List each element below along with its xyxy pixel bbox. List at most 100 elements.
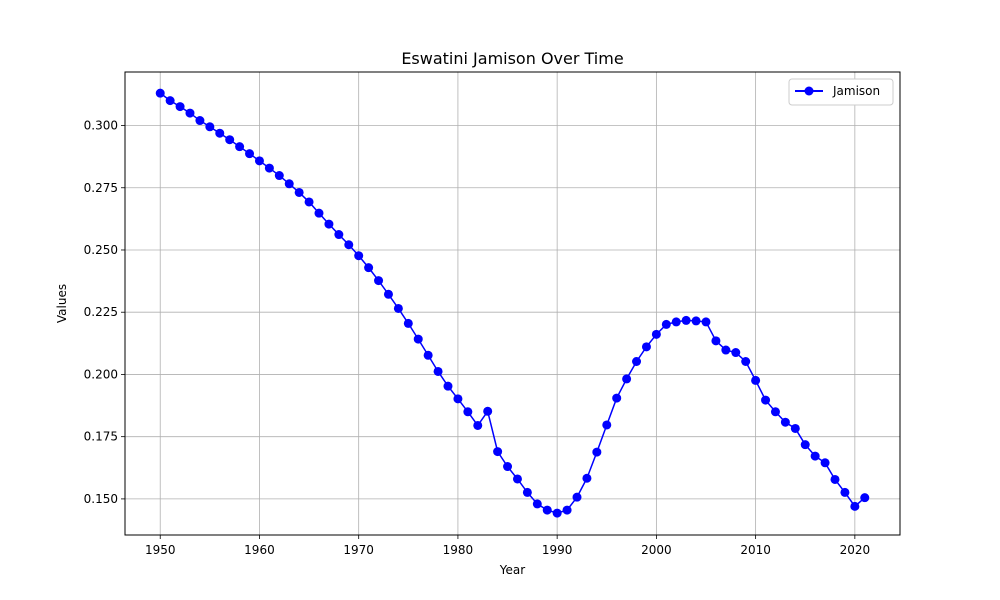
data-point bbox=[443, 381, 453, 391]
data-point bbox=[245, 149, 255, 159]
data-point bbox=[612, 393, 622, 403]
data-point bbox=[493, 447, 503, 457]
data-point bbox=[562, 505, 572, 515]
data-point bbox=[522, 487, 532, 497]
data-point bbox=[632, 356, 642, 366]
plot-area-frame bbox=[124, 71, 901, 536]
data-point bbox=[542, 505, 552, 515]
x-tick-label: 2020 bbox=[840, 543, 871, 557]
data-point bbox=[463, 407, 473, 417]
data-point bbox=[185, 108, 195, 118]
series-group bbox=[155, 88, 870, 518]
x-tick-label: 1960 bbox=[244, 543, 275, 557]
data-point bbox=[810, 451, 820, 461]
y-axis-title: Values bbox=[55, 284, 69, 323]
data-point bbox=[324, 219, 334, 229]
x-axis: 1950 1960 1970 1980 1990 2000 2010 2020 bbox=[145, 535, 870, 557]
legend-marker-swatch bbox=[804, 86, 814, 96]
data-point bbox=[731, 348, 741, 358]
data-point bbox=[483, 406, 493, 416]
data-point bbox=[374, 276, 384, 286]
data-point bbox=[721, 345, 731, 355]
data-point bbox=[155, 88, 165, 98]
y-axis: 0.150 0.175 0.200 0.225 0.250 0.275 0.300 bbox=[84, 119, 125, 506]
data-point bbox=[413, 334, 423, 344]
data-point bbox=[840, 487, 850, 497]
legend-label: Jamison bbox=[832, 84, 880, 98]
grid-lines bbox=[125, 72, 900, 535]
data-point bbox=[820, 458, 830, 468]
data-point bbox=[473, 420, 483, 430]
data-point bbox=[215, 128, 225, 138]
data-point bbox=[284, 179, 294, 189]
data-point bbox=[344, 240, 354, 250]
data-point bbox=[433, 366, 443, 376]
y-tick-label: 0.200 bbox=[84, 367, 118, 381]
y-tick-label: 0.300 bbox=[84, 119, 118, 133]
data-point bbox=[165, 96, 175, 106]
data-point bbox=[225, 135, 235, 145]
data-point bbox=[205, 122, 215, 132]
data-point bbox=[254, 156, 264, 166]
x-tick-label: 1970 bbox=[343, 543, 374, 557]
data-point bbox=[592, 447, 602, 457]
data-point bbox=[800, 440, 810, 450]
chart-title: Eswatini Jamison Over Time bbox=[401, 49, 623, 68]
data-point bbox=[304, 197, 314, 207]
data-point bbox=[790, 423, 800, 433]
data-point bbox=[195, 116, 205, 126]
data-point bbox=[264, 163, 274, 173]
data-point bbox=[761, 395, 771, 405]
data-point bbox=[383, 289, 393, 299]
data-point bbox=[175, 102, 185, 112]
legend: Jamison bbox=[788, 78, 894, 106]
data-point bbox=[681, 315, 691, 325]
y-tick-label: 0.175 bbox=[84, 430, 118, 444]
data-point bbox=[354, 251, 364, 261]
x-tick-label: 2000 bbox=[641, 543, 672, 557]
x-axis-title: Year bbox=[499, 563, 525, 577]
data-point bbox=[294, 187, 304, 197]
data-point bbox=[364, 263, 374, 273]
data-point bbox=[661, 319, 671, 329]
data-point bbox=[403, 318, 413, 328]
legend-box bbox=[788, 78, 894, 106]
x-tick-label: 1990 bbox=[542, 543, 573, 557]
y-tick-label: 0.250 bbox=[84, 243, 118, 257]
data-point bbox=[830, 474, 840, 484]
data-point bbox=[532, 499, 542, 509]
data-point bbox=[334, 230, 344, 240]
data-point bbox=[235, 142, 245, 152]
data-point bbox=[780, 417, 790, 427]
data-point bbox=[314, 208, 324, 218]
data-point bbox=[751, 375, 761, 385]
data-point bbox=[701, 317, 711, 327]
data-point bbox=[770, 407, 780, 417]
data-point bbox=[850, 501, 860, 511]
y-tick-label: 0.150 bbox=[84, 492, 118, 506]
data-point bbox=[671, 317, 681, 327]
data-point bbox=[641, 342, 651, 352]
data-point bbox=[622, 374, 632, 384]
x-tick-label: 1950 bbox=[145, 543, 176, 557]
data-point bbox=[512, 474, 522, 484]
data-point bbox=[651, 329, 661, 339]
y-tick-label: 0.225 bbox=[84, 305, 118, 319]
data-point bbox=[552, 508, 562, 518]
data-point bbox=[602, 420, 612, 430]
data-point bbox=[274, 171, 284, 181]
data-point bbox=[453, 394, 463, 404]
y-tick-label: 0.275 bbox=[84, 181, 118, 195]
x-tick-label: 1980 bbox=[443, 543, 474, 557]
data-point bbox=[860, 493, 870, 503]
data-point bbox=[393, 303, 403, 313]
data-point bbox=[582, 473, 592, 483]
data-point bbox=[691, 316, 701, 326]
x-tick-label: 2010 bbox=[740, 543, 771, 557]
data-point bbox=[572, 492, 582, 502]
data-point bbox=[503, 462, 513, 472]
data-point bbox=[741, 356, 751, 366]
data-point bbox=[711, 336, 721, 346]
data-point bbox=[423, 350, 433, 360]
